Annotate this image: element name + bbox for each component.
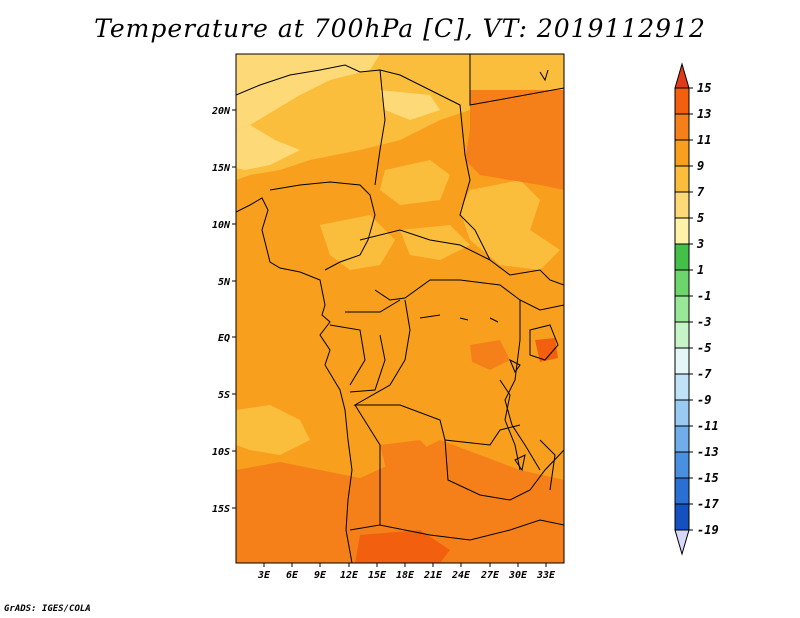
colorbar-label: 15 [697, 81, 711, 95]
colorbar-label: 5 [697, 211, 704, 225]
colorbar-segment [674, 451, 690, 479]
lon-tick-label: 9E [314, 570, 327, 581]
colorbar-segment [674, 113, 690, 141]
colorbar: 15 13 11 9 7 5 3 1 -1 -3 -5 -7 -9 -11 -13 -15 -17 -19 [674, 62, 719, 556]
colorbar-segment [674, 87, 690, 115]
colorbar-label: -7 [697, 367, 712, 381]
field-11-13-lake [470, 340, 510, 370]
field-11-13-angola [380, 440, 440, 490]
colorbar-bottom-arrow [674, 529, 690, 556]
lat-tick-label: 5S [218, 390, 230, 401]
colorbar-label: -9 [697, 393, 711, 407]
colorbar-top-arrow [674, 62, 690, 89]
map-frame [235, 53, 565, 564]
lat-tick-label: 10N [212, 220, 231, 231]
colorbar-label: -19 [697, 523, 719, 537]
lat-tick-label: EQ [218, 333, 230, 344]
lat-tick-label: 15N [212, 163, 231, 174]
field-7-9-sudan [460, 180, 560, 270]
field-11-13-ne [465, 90, 564, 190]
colorbar-segment [674, 295, 690, 323]
field-7-9-chad [380, 160, 450, 205]
field-7-9-cameroon [320, 215, 395, 270]
field-13-15-namibia [355, 530, 450, 563]
lat-axis: 20N 15N 10N 5N EQ 5S 10S 15S [211, 106, 236, 515]
lat-tick-label: 20N [211, 106, 231, 117]
map-title: Temperature at 700hPa [C], VT: 201911291… [94, 14, 706, 43]
colorbar-label: 11 [697, 133, 711, 147]
field-5-7-patch [380, 90, 440, 120]
credit-label: GrADS: IGES/COLA [4, 604, 91, 614]
colorbar-label: 9 [697, 159, 704, 173]
colorbar-label: -13 [697, 445, 719, 459]
lon-tick-label: 27E [480, 570, 500, 581]
colorbar-label: -1 [697, 289, 711, 303]
colorbar-segment [674, 425, 690, 453]
lon-tick-label: 3E [257, 570, 271, 581]
colorbar-segment [674, 503, 690, 531]
lon-tick-label: 24E [451, 570, 471, 581]
colorbar-segment [674, 165, 690, 193]
colorbar-segment [674, 399, 690, 427]
colorbar-label: 1 [697, 263, 704, 277]
colorbar-label: -5 [697, 341, 711, 355]
colorbar-label: -11 [697, 419, 719, 433]
lon-tick-label: 21E [423, 570, 443, 581]
colorbar-segment [674, 477, 690, 505]
colorbar-segment [674, 191, 690, 219]
field-11-13-south [236, 440, 564, 563]
colorbar-label: -15 [697, 471, 719, 485]
field-7-9-angola-coast [236, 405, 310, 455]
country-borders [236, 54, 564, 563]
field-5-7-sahara [236, 54, 380, 130]
colorbar-segment [674, 139, 690, 167]
lon-tick-label: 18E [396, 570, 415, 581]
colorbar-segment [674, 243, 690, 271]
colorbar-label: -3 [697, 315, 711, 329]
lat-tick-label: 5N [218, 277, 231, 288]
colorbar-segment [674, 373, 690, 401]
colorbar-label: -17 [697, 497, 719, 511]
temperature-field [236, 54, 564, 563]
colorbar-segment [674, 347, 690, 375]
lon-tick-label: 30E [508, 570, 528, 581]
lon-tick-label: 15E [368, 570, 387, 581]
colorbar-label: 13 [697, 107, 711, 121]
lon-axis: 3E 6E 9E 12E 15E 18E 21E 24E 27E 30E 33E [257, 563, 556, 581]
field-13-15-uganda [535, 338, 558, 362]
lat-tick-label: 15S [212, 504, 230, 515]
field-5-7-west [236, 125, 300, 170]
lon-tick-label: 33E [536, 570, 556, 581]
colorbar-label: 7 [697, 185, 705, 199]
lat-tick-label: 10S [212, 447, 230, 458]
lon-tick-label: 12E [340, 570, 359, 581]
field-7-9-car [400, 225, 470, 260]
colorbar-segment [674, 217, 690, 245]
lon-tick-label: 6E [286, 570, 299, 581]
colorbar-segment [674, 269, 690, 297]
colorbar-label: 3 [696, 237, 704, 251]
colorbar-segment [674, 321, 690, 349]
